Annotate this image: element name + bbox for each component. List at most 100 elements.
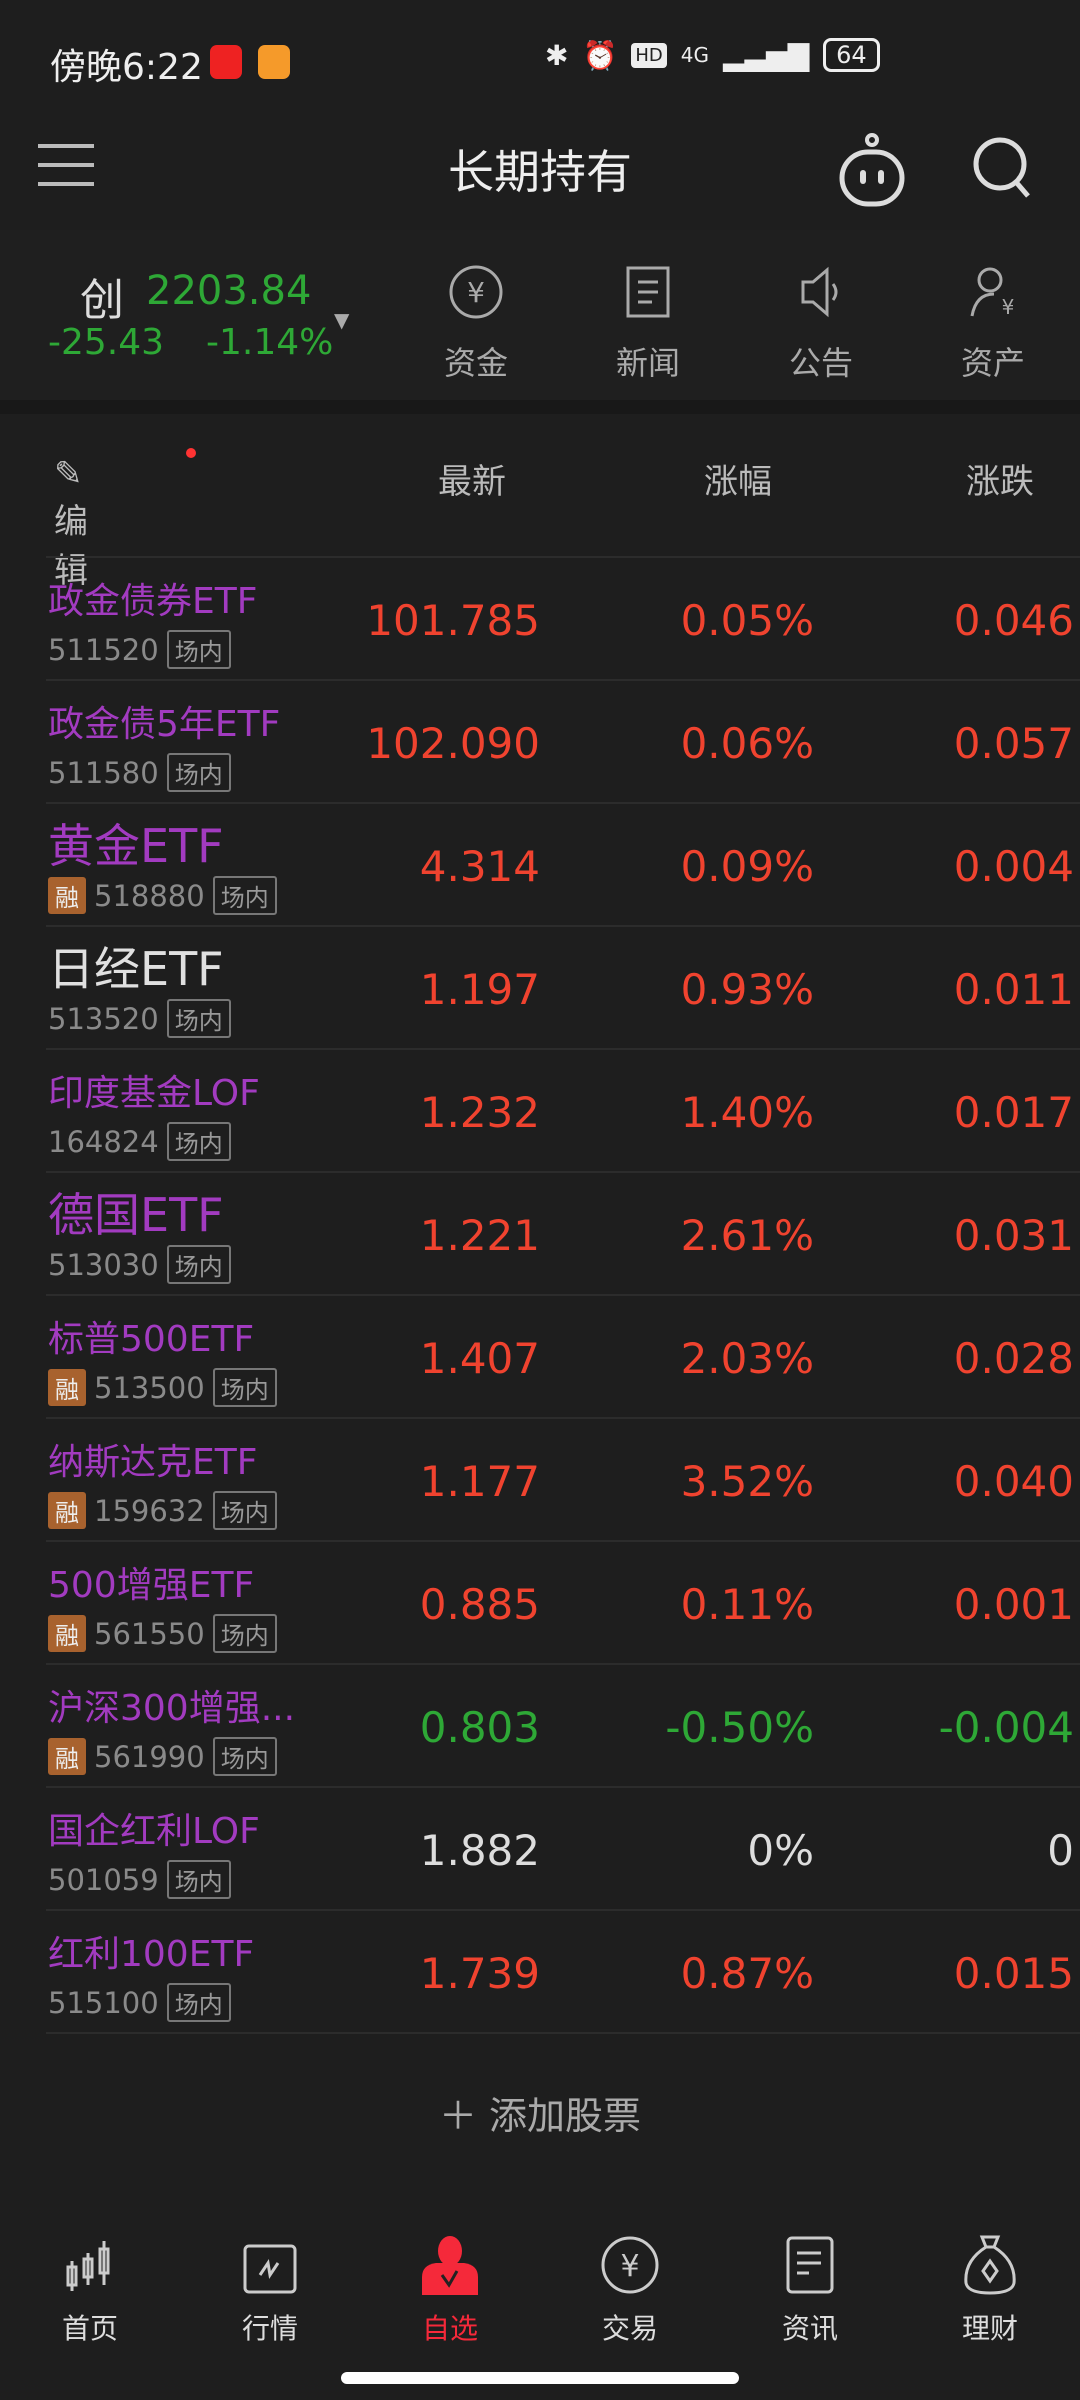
list-item[interactable]: 黄金ETF 融 518880 场内 4.314 0.09% 0.004 — [46, 804, 1080, 927]
security-name: 红利100ETF — [48, 1934, 255, 1975]
list-item-partial[interactable] — [46, 536, 1080, 558]
security-code: 159632 — [94, 1493, 205, 1528]
security-name: 政金债5年ETF — [48, 704, 281, 745]
column-header: 编辑 ✎ 最新 涨幅 涨跌 — [0, 414, 1080, 591]
list-item[interactable]: 印度基金LOF 164824 场内 1.232 1.40% 0.017 — [46, 1050, 1080, 1173]
change-percent: 3.52% — [680, 1457, 814, 1506]
column-latest[interactable]: 最新 — [438, 462, 506, 502]
page-title: 长期持有 — [448, 145, 632, 199]
security-name: 纳斯达克ETF — [48, 1442, 258, 1483]
list-item[interactable]: 德国ETF 513030 场内 1.221 2.61% 0.031 — [46, 1173, 1080, 1296]
margin-badge: 融 — [48, 1615, 86, 1652]
margin-badge: 融 — [48, 1369, 86, 1406]
security-code: 513520 — [48, 1001, 159, 1036]
nav-item-4[interactable]: 资讯 — [720, 2205, 900, 2365]
index-name: 创 — [80, 275, 124, 326]
svg-text:¥: ¥ — [620, 2249, 639, 2284]
list-item[interactable]: 标普500ETF 融 513500 场内 1.407 2.03% 0.028 — [46, 1296, 1080, 1419]
security-meta: 513030 场内 — [48, 1245, 231, 1284]
svg-text:¥: ¥ — [1002, 295, 1015, 319]
signal-icon: ▂▃▅▇ — [722, 38, 810, 72]
security-meta: 501059 场内 — [48, 1860, 231, 1899]
home-indicator[interactable] — [341, 2372, 739, 2384]
divider — [0, 400, 1080, 414]
quick-funds[interactable]: ¥ 资金 — [416, 260, 536, 384]
robot-assistant-icon[interactable] — [838, 130, 906, 210]
index-percent: -1.14% — [206, 322, 334, 363]
security-name: 印度基金LOF — [48, 1073, 260, 1114]
add-stock-button[interactable]: ＋ 添加股票 — [438, 2094, 642, 2138]
latest-price: 0.885 — [419, 1580, 540, 1629]
money-bag-icon — [900, 2231, 1080, 2295]
nav-label: 自选 — [421, 2312, 478, 2345]
app-header: 长期持有 — [0, 110, 1080, 230]
nav-label: 理财 — [961, 2312, 1018, 2345]
index-value: 2203.84 — [146, 268, 312, 314]
nav-label: 交易 — [601, 2312, 658, 2345]
caret-down-icon[interactable]: ▼ — [334, 308, 350, 332]
latest-price: 1.407 — [419, 1334, 540, 1383]
change-value: 0.004 — [953, 842, 1074, 891]
nav-item-5[interactable]: 理财 — [900, 2205, 1080, 2365]
nav-item-1[interactable]: 行情 — [180, 2205, 360, 2365]
latest-price: 1.221 — [419, 1211, 540, 1260]
latest-price: 1.232 — [419, 1088, 540, 1137]
change-value: 0.028 — [953, 1334, 1074, 1383]
edit-button[interactable]: 编辑 ✎ — [54, 454, 88, 591]
quick-assets[interactable]: ¥ 资产 — [933, 260, 1053, 384]
person-check-icon — [360, 2231, 540, 2295]
change-percent: 0.09% — [680, 842, 814, 891]
change-value: 0.001 — [953, 1580, 1074, 1629]
list-item[interactable]: 政金债券ETF 511520 场内 101.785 0.05% 0.046 — [46, 558, 1080, 681]
column-change-pct[interactable]: 涨幅 — [704, 462, 772, 502]
security-meta: 164824 场内 — [48, 1122, 231, 1161]
nav-item-0[interactable]: 首页 — [0, 2205, 180, 2365]
change-value: 0.046 — [953, 596, 1074, 645]
chart-icon — [180, 2231, 360, 2295]
quick-news[interactable]: 新闻 — [588, 260, 708, 384]
news-icon — [720, 2231, 900, 2295]
list-item[interactable]: 政金债5年ETF 511580 场内 102.090 0.06% 0.057 — [46, 681, 1080, 804]
security-name: 沪深300增强... — [48, 1688, 296, 1729]
svg-text:¥: ¥ — [467, 276, 485, 309]
margin-badge: 融 — [48, 1492, 86, 1529]
notification-dot — [186, 448, 196, 458]
battery-icon: 64 — [823, 38, 880, 72]
list-item[interactable]: 红利100ETF 515100 场内 1.739 0.87% 0.015 — [46, 1911, 1080, 2034]
quick-announcements[interactable]: 公告 — [761, 260, 881, 384]
change-percent: 2.61% — [680, 1211, 814, 1260]
list-item[interactable]: 纳斯达克ETF 融 159632 场内 1.177 3.52% 0.040 — [46, 1419, 1080, 1542]
security-code: 513030 — [48, 1247, 159, 1282]
status-time: 傍晚6:22 — [50, 47, 203, 88]
index-panel[interactable]: 创 2203.84 -25.43 -1.14% ▼ ¥ 资金 新闻 公告 ¥ 资产 — [0, 230, 1080, 400]
change-percent: 0% — [747, 1826, 814, 1875]
list-item[interactable]: 日经ETF 513520 场内 1.197 0.93% 0.011 — [46, 927, 1080, 1050]
change-percent: 2.03% — [680, 1334, 814, 1383]
nav-label: 首页 — [61, 2312, 118, 2345]
list-item[interactable]: 500增强ETF 融 561550 场内 0.885 0.11% 0.001 — [46, 1542, 1080, 1665]
column-change[interactable]: 涨跌 — [966, 462, 1034, 502]
change-value: 0.031 — [953, 1211, 1074, 1260]
menu-icon[interactable] — [38, 144, 94, 186]
nav-item-3[interactable]: ¥ 交易 — [540, 2205, 720, 2365]
change-value: 0.057 — [953, 719, 1074, 768]
security-name: 日经ETF — [48, 942, 224, 996]
nav-label: 资讯 — [781, 2312, 838, 2345]
speaker-icon — [761, 260, 881, 324]
list-item[interactable]: 沪深300增强... 融 561990 场内 0.803 -0.50% -0.004 — [46, 1665, 1080, 1788]
market-tag: 场内 — [166, 753, 231, 792]
list-item[interactable]: 国企红利LOF 501059 场内 1.882 0% 0 — [46, 1788, 1080, 1911]
latest-price: 0.803 — [419, 1703, 540, 1752]
bottom-nav: 首页 行情 自选 ¥ 交易 资讯 理财 — [0, 2205, 1080, 2365]
security-meta: 511580 场内 — [48, 753, 231, 792]
candlestick-icon — [0, 2231, 180, 2295]
market-tag: 场内 — [166, 1860, 231, 1899]
market-tag: 场内 — [166, 999, 231, 1038]
change-value: -0.004 — [938, 1703, 1074, 1752]
bluetooth-icon: ✱ — [545, 38, 569, 72]
market-tag: 场内 — [212, 1491, 277, 1530]
watchlist[interactable]: 政金债券ETF 511520 场内 101.785 0.05% 0.046 政金债5… — [0, 536, 1080, 2034]
nav-item-2[interactable]: 自选 — [360, 2205, 540, 2365]
latest-price: 1.177 — [419, 1457, 540, 1506]
search-icon[interactable] — [970, 132, 1034, 202]
